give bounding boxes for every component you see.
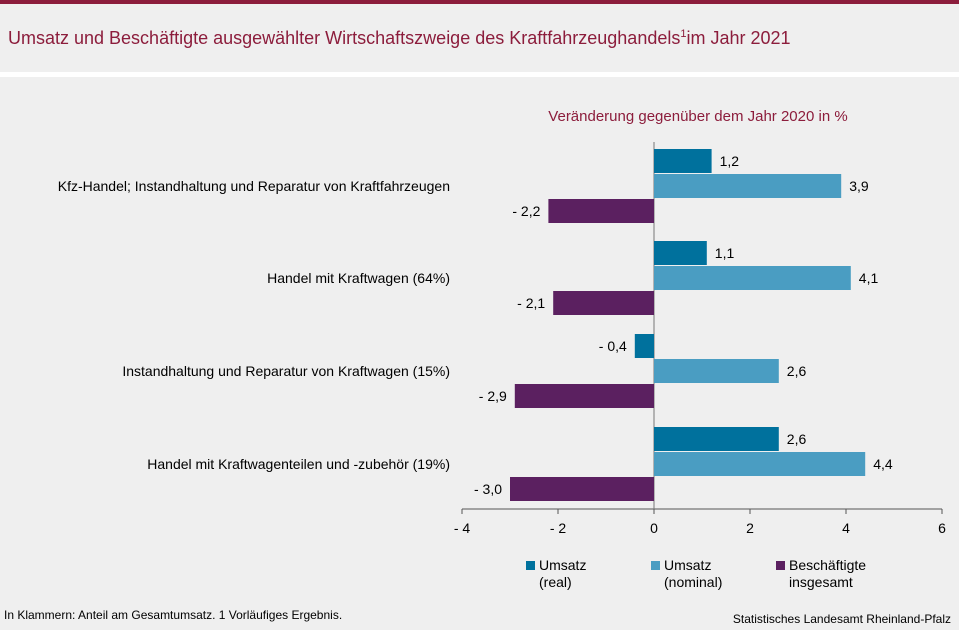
category-label: Handel mit Kraftwagenteilen und -zubehör… (147, 456, 450, 472)
bar-nominal (654, 266, 851, 290)
footnote: In Klammern: Anteil am Gesamtumsatz. 1 V… (4, 608, 343, 622)
bar-employees (510, 477, 654, 501)
bar-real (654, 427, 779, 451)
data-label-real: 1,2 (720, 153, 740, 169)
legend-item-employees: Beschäftigte insgesamt (776, 557, 866, 591)
top-accent-bar (0, 0, 959, 4)
x-tick-label: 2 (746, 520, 754, 536)
legend-item-nominal: Umsatz (nominal) (651, 557, 722, 591)
data-label-employees: - 2,2 (512, 203, 540, 219)
bar-nominal (654, 174, 842, 198)
data-label-real: 2,6 (787, 431, 807, 447)
category-label: Instandhaltung und Reparatur von Kraftwa… (122, 363, 450, 379)
bar-employees (514, 384, 654, 408)
category-label: Kfz-Handel; Instandhaltung und Reparatur… (58, 178, 450, 194)
bar-real (634, 334, 654, 358)
data-label-employees: - 3,0 (474, 481, 502, 497)
source-note: Statistisches Landesamt Rheinland-Pfalz (732, 612, 951, 626)
chart-subtitle: Veränderung gegenüber dem Jahr 2020 in % (548, 108, 847, 125)
data-label-nominal: 3,9 (849, 178, 869, 194)
chart-title: Umsatz und Beschäftigte ausgewählter Wir… (8, 28, 791, 48)
bar-employees (553, 291, 654, 315)
bar-real (654, 241, 707, 265)
legend-swatch-nominal (651, 561, 660, 570)
x-tick-label: 6 (938, 520, 946, 536)
data-label-employees: - 2,1 (517, 295, 545, 311)
data-label-real: 1,1 (715, 245, 735, 261)
data-label-nominal: 4,4 (873, 456, 893, 472)
legend-item-real: Umsatz (real) (526, 557, 586, 591)
data-label-nominal: 4,1 (859, 270, 879, 286)
bar-real (654, 149, 712, 173)
bar-nominal (654, 359, 779, 383)
legend-swatch-real (526, 561, 535, 570)
data-label-real: - 0,4 (599, 338, 627, 354)
x-tick-label: 0 (650, 520, 658, 536)
title-separator (0, 72, 959, 77)
x-tick-label: 4 (842, 520, 850, 536)
category-label: Handel mit Kraftwagen (64%) (267, 270, 450, 286)
data-label-nominal: 2,6 (787, 363, 807, 379)
legend-swatch-employees (776, 561, 785, 570)
bar-nominal (654, 452, 866, 476)
x-tick-label: - 2 (550, 520, 567, 536)
x-tick-label: - 4 (454, 520, 471, 536)
bar-employees (548, 199, 654, 223)
data-label-employees: - 2,9 (479, 388, 507, 404)
